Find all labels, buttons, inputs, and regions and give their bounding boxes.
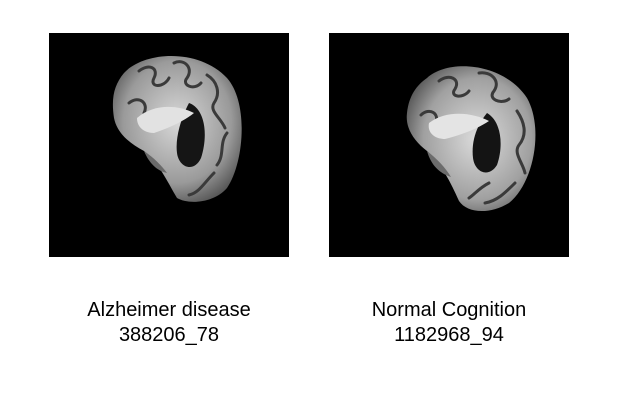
diagnosis-label: Alzheimer disease [87,299,251,321]
diagnosis-label: Normal Cognition [371,299,527,321]
subject-id-label: 1182968_94 [394,324,504,346]
mri-image-alzheimer [49,33,289,257]
subject-id-label: 388206_78 [118,324,220,346]
caption-normal-cognition: Normal Cognition 1182968_94 [329,298,569,348]
mri-image-normal-cognition [329,33,569,257]
caption-alzheimer: Alzheimer disease 388206_78 [49,298,289,348]
